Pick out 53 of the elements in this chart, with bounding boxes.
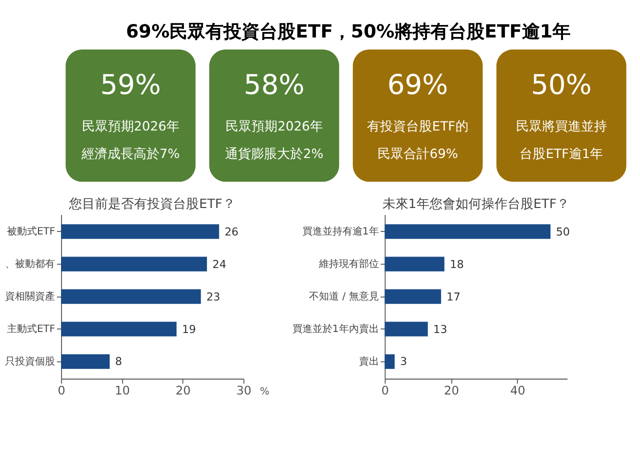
text: 民眾預期2026年	[82, 120, 180, 135]
data-label: 24	[212, 258, 226, 271]
y-tick-label: 維持現有部位	[318, 258, 379, 270]
x-axis-title: %	[260, 386, 270, 398]
x-tick-label: 0	[58, 384, 66, 398]
bar	[61, 289, 201, 304]
text: 58%	[244, 70, 305, 102]
data-label: 3	[400, 355, 408, 368]
chart-title: 未來1年您會如何操作台股ETF？	[382, 197, 570, 212]
y-tick-label: 不知道 / 無意見	[309, 290, 379, 302]
y-tick-label: 、被動都有	[5, 258, 56, 270]
bar	[61, 256, 207, 272]
data-label: 8	[115, 355, 122, 368]
bar	[384, 322, 428, 336]
x-tick-label: 20	[444, 384, 460, 398]
text: 59%	[100, 70, 161, 102]
text: 民眾合計69%	[378, 147, 458, 162]
bar	[61, 354, 110, 369]
data-label: 17	[446, 290, 461, 304]
data-label: 23	[206, 290, 220, 304]
text: 台股ETF逾1年	[520, 147, 604, 162]
text: 有投資台股ETF的	[367, 120, 468, 135]
text: 通貨膨脹大於2%	[225, 147, 324, 162]
data-label: 13	[433, 322, 448, 336]
text: 經濟成長高於7%	[80, 146, 180, 162]
x-tick-label: 0	[381, 384, 389, 398]
data-label: 19	[182, 322, 196, 336]
y-tick-label: 買進並於1年內賣出	[292, 322, 379, 335]
x-tick-label: 10	[114, 384, 130, 398]
text: 69%民眾有投資台股ETF，50%將持有台股ETF逾1年	[126, 22, 571, 43]
y-tick-label: 只投資個股	[5, 355, 56, 368]
bar	[384, 224, 550, 239]
text: 民眾將買進並持	[516, 120, 607, 135]
data-label: 18	[450, 258, 464, 271]
bar	[384, 289, 442, 304]
x-tick-label: 20	[176, 384, 191, 398]
x-tick-label: 30	[236, 384, 252, 398]
y-tick-label: 賣出	[358, 355, 379, 368]
text: 50%	[530, 70, 592, 102]
data-label: 50	[556, 225, 570, 238]
y-tick-label: 被動式ETF	[6, 225, 56, 238]
text: 民眾預期2026年	[225, 120, 323, 135]
y-tick-label: 主動式ETF	[6, 322, 56, 335]
data-label: 26	[224, 225, 239, 238]
bar	[61, 322, 177, 336]
text: 69%	[387, 70, 448, 102]
y-tick-label: 買進並持有逾1年	[302, 225, 379, 238]
x-tick-label: 40	[510, 384, 526, 398]
bar	[384, 256, 444, 272]
chart-title: 您目前是否有投資台股ETF？	[68, 197, 236, 212]
y-tick-label: 資相關資產	[5, 290, 56, 302]
bar	[61, 224, 220, 239]
bar	[384, 354, 395, 369]
